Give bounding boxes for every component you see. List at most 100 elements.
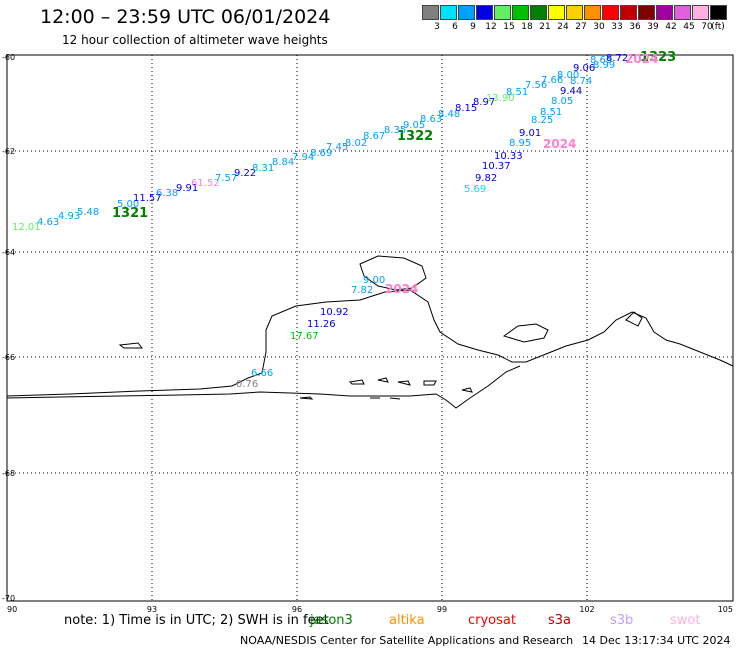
pass-time-label: 2024 [385, 282, 418, 296]
wave-height-label: 9.00 [363, 275, 385, 286]
axis-labels: -60 -62 -64 -66 -68 -70 90 93 96 99 102 105 [2, 53, 733, 614]
satellite-legend-item: swot [670, 613, 701, 628]
lon-label: 93 [147, 605, 157, 614]
wave-height-label: 6.38 [156, 188, 178, 199]
lat-label: -70 [2, 594, 15, 603]
legend-label: 9 [470, 22, 476, 32]
lat-label: -62 [2, 147, 15, 156]
wave-height-label: 8.00 [557, 70, 579, 81]
pass-time-label: 1322 [397, 129, 433, 144]
legend-label: 24 [557, 22, 569, 32]
wave-height-label: 5.00 [117, 199, 139, 210]
legend-swatch [710, 5, 727, 20]
legend-label: 27 [575, 22, 587, 32]
lat-label: -64 [2, 248, 15, 257]
wave-height-label: 7.82 [351, 285, 373, 296]
footer-note: note: 1) Time is in UTC; 2) SWH is in fe… [64, 613, 329, 628]
legend-label: 12 [485, 22, 497, 32]
pass-time-label: 1321 [112, 206, 148, 221]
coastline-segment [359, 255, 427, 291]
lon-label: 96 [292, 605, 302, 614]
wave-height-label: 8.51 [506, 87, 528, 98]
wave-height-label: 8.63 [420, 114, 442, 125]
wave-height-label: 4.63 [37, 217, 59, 228]
legend-label: 33 [611, 22, 623, 32]
map-title: 12:00 – 23:59 UTC 06/01/2024 [40, 6, 331, 28]
lon-label: 102 [579, 605, 594, 614]
lat-label: -60 [2, 53, 15, 62]
wave-height-label: 9.82 [475, 173, 497, 184]
altimeter-marks: 13211322132320242024202412.014.634.935.4… [12, 50, 676, 390]
wave-height-label: 8.05 [551, 96, 573, 107]
legend-label: 3 [434, 22, 440, 32]
wave-height-label: 9.44 [560, 86, 582, 97]
wave-height-label: 8.25 [531, 115, 553, 126]
wave-height-label: 12.01 [12, 222, 41, 233]
credit-text: NOAA/NESDIS Center for Satellite Applica… [240, 634, 574, 647]
wave-height-label: 4.93 [58, 211, 80, 222]
map-subtitle: 12 hour collection of altimeter wave hei… [62, 33, 328, 47]
satellite-legend-item: jason3 [310, 613, 353, 628]
wave-height-label: 7.57 [215, 173, 237, 184]
wave-height-label: 8.72 [606, 53, 628, 64]
pass-time-label: 2024 [543, 137, 576, 151]
wave-height-label: 10.37 [482, 161, 511, 172]
wave-height-label: 8.74 [570, 76, 592, 87]
wave-height-label: 9.01 [519, 128, 541, 139]
wave-height-label: 8.95 [509, 138, 531, 149]
wave-height-label: 8.65 [590, 55, 612, 66]
wave-height-label: 9.22 [234, 168, 256, 179]
wave-height-label: 9.06 [573, 63, 595, 74]
satellite-legend-item: cryosat [468, 613, 516, 628]
wave-height-label: 9.05 [403, 120, 425, 131]
legend-swatch [602, 5, 619, 20]
wave-height-label: 7.56 [525, 80, 547, 91]
legend-swatch [548, 5, 565, 20]
wave-height-label: 11.57 [133, 193, 162, 204]
wave-height-label: 8.02 [345, 138, 367, 149]
legend-label: 45 [683, 22, 695, 32]
wave-height-label: 8.69 [310, 148, 332, 159]
wave-height-label: 9.91 [176, 183, 198, 194]
wave-height-label: 10.33 [494, 151, 523, 162]
wave-height-label: 61.52 [191, 178, 220, 189]
coastline-segment [348, 379, 365, 385]
satellite-legend-item: s3b [610, 613, 634, 628]
legend-swatch [440, 5, 457, 20]
pass-time-label: 2024 [625, 52, 658, 66]
legend-label: 39 [647, 22, 659, 32]
coastline [6, 255, 734, 409]
wave-height-label: 8.99 [593, 60, 615, 71]
legend-swatch [656, 5, 673, 20]
legend-label: 30 [593, 22, 605, 32]
wave-height-label: 8.67 [363, 131, 385, 142]
legend-label: 21 [539, 22, 551, 32]
lat-label: -66 [2, 353, 15, 362]
legend-label: 36 [629, 22, 641, 32]
lon-label: 105 [718, 605, 733, 614]
wave-height-label: 13.90 [486, 93, 515, 104]
legend-swatch [530, 5, 547, 20]
coastline-segment [377, 377, 389, 383]
wave-height-label: 8.15 [455, 103, 477, 114]
wave-height-label: 8.48 [438, 109, 460, 120]
wave-height-label: 7.66 [541, 75, 563, 86]
legend-swatch [512, 5, 529, 20]
coastline-segment [299, 396, 314, 400]
coastline-segment [389, 397, 401, 400]
generated-timestamp: 14 Dec 13:17:34 UTC 2024 [582, 634, 731, 647]
legend-label: 18 [521, 22, 533, 32]
lon-label: 99 [437, 605, 447, 614]
legend-swatch [638, 5, 655, 20]
coastline-segment [423, 380, 437, 386]
wave-height-label: 5.48 [77, 207, 99, 218]
lon-label: 90 [7, 605, 17, 614]
wave-height-label: 11.26 [307, 319, 336, 330]
wave-height-label: 8.97 [473, 97, 495, 108]
legend-label: 70 [701, 22, 713, 32]
coastline-segment [6, 365, 521, 409]
legend-label: 42 [665, 22, 677, 32]
satellite-legend: jason3 altika cryosat s3a s3b swot [0, 613, 740, 629]
legend-swatch [674, 5, 691, 20]
